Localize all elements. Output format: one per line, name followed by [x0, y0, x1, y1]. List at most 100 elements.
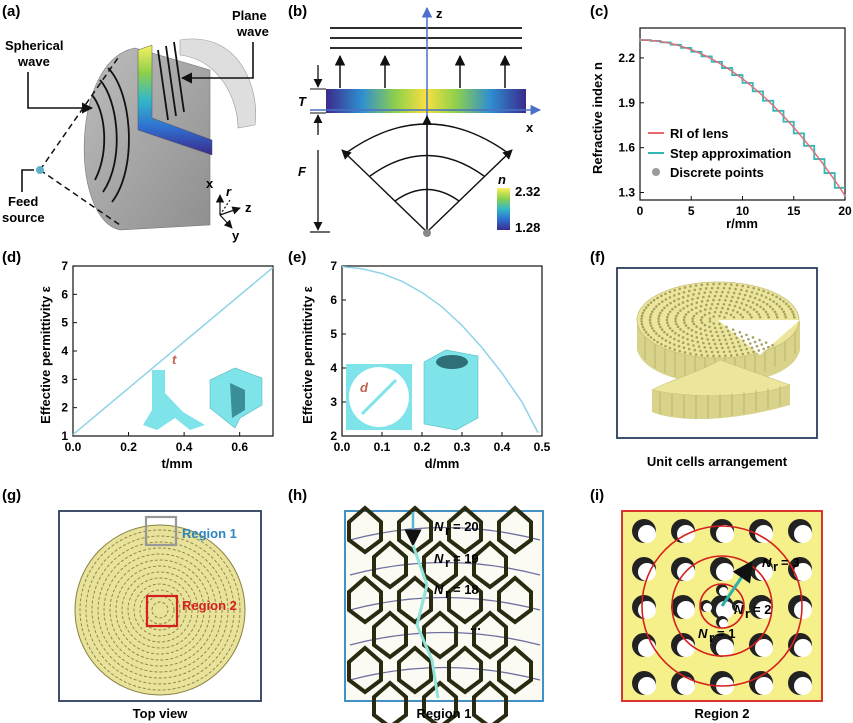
panel-g-frame: [58, 510, 262, 702]
chart-c-point: [648, 39, 652, 42]
panel-c-label: (c): [590, 3, 608, 20]
panel-a: (a) Spherical wave Plane wave Feed sourc…: [2, 3, 269, 243]
svg-text:r: r: [445, 523, 450, 538]
region2-label-g: Region 2: [182, 598, 237, 613]
chart-d-xtick-label: 0.4: [176, 440, 193, 454]
panel-h-caption: Region 1: [417, 706, 472, 721]
feed-source-dot: [36, 166, 44, 174]
panel-e: (e) 2 3 4 5 6 7 0.0 0.1 0.2 0.3 0.4 0.5 d d/mm Eff…: [288, 249, 551, 471]
svg-text:= 3: = 3: [781, 555, 799, 570]
region1-highlight-path: [411, 544, 440, 699]
chart-c-xtick-label: 20: [838, 204, 852, 218]
region2-box: [145, 594, 179, 628]
chart-d-xticks: 0.0 0.2 0.4 0.6: [65, 432, 248, 454]
colorbar-title: n: [498, 172, 506, 187]
chart-d-ytick-label: 2: [61, 401, 68, 415]
panel-f-label: (f): [590, 249, 605, 266]
chart-c-ytick-label: 1.3: [618, 186, 635, 200]
feed-source-label-2: source: [2, 210, 45, 225]
chart-c-xtick-label: 15: [787, 204, 801, 218]
focal-rays: [341, 115, 513, 233]
legend-entry: Discrete points: [670, 165, 764, 180]
chart-c-xtick-label: 10: [736, 204, 750, 218]
panel-g-label: (g): [2, 487, 21, 504]
panel-h-label: (h): [288, 487, 307, 504]
nr-18-label: N r = 18: [434, 582, 479, 601]
lens-piece: [179, 38, 257, 129]
chart-c-xtick-label: 5: [688, 204, 695, 218]
chart-c-point: [659, 40, 662, 43]
chart-d-ylabel: Effective permittivity ε: [38, 286, 53, 424]
svg-text:= 18: = 18: [453, 582, 479, 597]
chart-e-xtick-label: 0.3: [454, 440, 471, 454]
inset-cube: [423, 349, 479, 431]
chart-d-ytick-label: 3: [61, 372, 68, 386]
panel-f: (f) Unit cells arrangement: [590, 249, 818, 469]
plane-wave-arrows: [334, 54, 511, 88]
svg-text:N: N: [762, 555, 772, 570]
chart-d-yticks: 1 2 3 4 5 6 7: [61, 259, 77, 443]
chart-c-point: [679, 44, 683, 48]
thickness-label: T: [298, 94, 307, 109]
chart-c-point: [792, 126, 796, 129]
chart-e-xtick-label: 0.5: [534, 440, 551, 454]
region1-label-g: Region 1: [182, 526, 237, 541]
chart-c-point: [843, 194, 847, 197]
chart-c-xticks: 0 5 10 15 20: [637, 196, 852, 218]
spherical-wave-label-2: wave: [17, 54, 50, 69]
chart-e-ytick-label: 5: [330, 327, 337, 341]
chart-c-yticks: 1.3 1.6 1.9 2.2: [618, 51, 644, 200]
lens-body: [83, 47, 211, 231]
chart-e-series: [341, 265, 539, 433]
chart-c-point: [700, 52, 703, 56]
chart-c-point: [689, 48, 693, 51]
chart-d-ytick-label: 6: [61, 287, 68, 301]
axis-x-label-a: x: [206, 176, 214, 191]
cone-line-top: [39, 54, 121, 171]
piece-stripes: [659, 386, 781, 419]
svg-text:N: N: [434, 582, 444, 597]
region2-rings: [641, 525, 803, 687]
axis-z-label-a: z: [245, 200, 252, 215]
chart-c-point: [771, 104, 775, 107]
region1-box: [144, 515, 178, 547]
nr-3-label: N r = 3: [762, 555, 799, 574]
focal-point: [423, 229, 431, 237]
chart-d-ytick-label: 4: [61, 344, 68, 358]
cell-array-piece-top: [651, 359, 791, 397]
chart-c-point: [812, 151, 816, 154]
svg-text:= 2: = 2: [753, 602, 771, 617]
chart-d-xtick-label: 0.2: [120, 440, 137, 454]
chart-c-point: [638, 38, 642, 42]
panel-i: (i) N r = 3 N r = 2 N r = 1 Region 2: [590, 487, 823, 721]
chart-d-xtick-label: 0.6: [231, 440, 248, 454]
panel-b: (b) z x T: [288, 3, 542, 237]
spherical-wave-label-1: Spherical: [5, 38, 64, 53]
plane-wave-lines: [157, 41, 185, 121]
nr-1-label: N r = 1: [698, 626, 735, 645]
colorbar-max: 2.32: [515, 184, 540, 199]
plane-wavefronts: [330, 27, 522, 49]
chart-d-xtick-label: 0.0: [65, 440, 82, 454]
panel-c: (c) 1.3 1.6 1.9 2.2 0 5 10 15 20 RI of lens Step…: [590, 3, 852, 231]
chart-e-xtick-label: 0.2: [414, 440, 431, 454]
chart-c-point: [802, 138, 806, 141]
chart-c-xtick-label: 0: [637, 204, 644, 218]
inset-param-t: t: [172, 352, 177, 367]
chart-e-ytick-label: 3: [330, 395, 337, 409]
z-axis-label-b: z: [436, 6, 443, 21]
panel-h: (h) N r = 20 N r = 19 N r = 18 ... Regio…: [288, 487, 544, 723]
feed-source-label-1: Feed: [8, 194, 38, 209]
chart-c-point: [669, 42, 673, 45]
x-axis-label-b: x: [526, 120, 534, 135]
spherical-wave-pointer: [27, 72, 94, 114]
chart-e-xtick-label: 0.4: [494, 440, 511, 454]
svg-text:N: N: [434, 551, 444, 566]
cell-array-cutout: [718, 320, 800, 355]
svg-text:r: r: [709, 630, 714, 645]
svg-text:= 19: = 19: [453, 551, 479, 566]
panel-g-caption: Top view: [133, 706, 189, 721]
chart-c-point: [751, 85, 755, 89]
chart-e-ytick-label: 2: [330, 429, 337, 443]
